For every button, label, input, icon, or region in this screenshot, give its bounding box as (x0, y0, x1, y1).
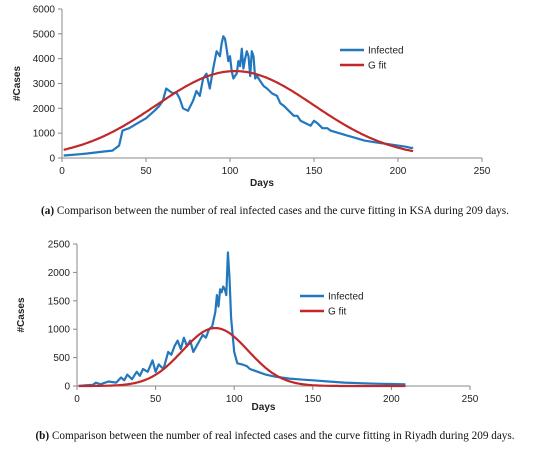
y-axis-title: #Cases (12, 66, 23, 101)
y-axis-title: #Cases (16, 297, 27, 332)
y-tick-label: 500 (53, 353, 70, 364)
legend-label: Infected (368, 46, 404, 57)
x-tick-label: 200 (383, 394, 400, 405)
chart-panel-b: 0 500 1000 1500 2000 2500 0 50 100 150 200 250 Days #… (0, 230, 550, 425)
x-tick-label: 0 (74, 394, 80, 405)
x-tick-label: 50 (140, 166, 152, 177)
chart-a: 0 1000 2000 3000 4000 5000 6000 0 50 100 150 200 250… (12, 5, 491, 190)
series-line-gfit (63, 70, 414, 153)
x-tick-label: 0 (59, 166, 65, 177)
y-tick-label: 0 (64, 382, 70, 393)
legend-label: G fit (368, 61, 387, 72)
y-tick-label: 1500 (48, 296, 71, 307)
x-tick-label: 150 (304, 394, 321, 405)
legend-label: Infected (328, 292, 364, 303)
chart-b: 0 500 1000 1500 2000 2500 0 50 100 150 200 250 Days #… (16, 240, 479, 414)
y-tick-label: 2000 (48, 268, 71, 279)
x-tick-label: 200 (390, 166, 407, 177)
y-tick-label: 1000 (33, 129, 56, 140)
caption-b: (b) Comparison between the number of rea… (0, 430, 550, 442)
y-tick-label: 2000 (33, 104, 56, 115)
series-line-gfit (78, 327, 406, 388)
y-tick-label: 1000 (48, 325, 71, 336)
x-tick-label: 250 (474, 166, 491, 177)
caption-a-label: (a) (41, 205, 55, 217)
caption-b-text: Comparison between the number of real in… (49, 430, 515, 442)
caption-b-label: (b) (35, 430, 50, 442)
caption-a-text: Comparison between the number of real in… (54, 205, 509, 217)
caption-a: (a) Comparison between the number of rea… (0, 205, 550, 217)
x-tick-label: 150 (306, 166, 323, 177)
x-axis-title: Days (250, 178, 274, 189)
x-axis-title: Days (252, 402, 276, 413)
chart-panel-a: 0 1000 2000 3000 4000 5000 6000 0 50 100 150 200 250… (0, 0, 550, 200)
series-line-infected (63, 35, 414, 157)
series-line-infected (78, 251, 406, 388)
legend-label: G fit (328, 307, 347, 318)
y-tick-label: 0 (49, 154, 55, 165)
y-tick-label: 2500 (48, 240, 71, 251)
y-tick-label: 5000 (33, 29, 56, 40)
x-tick-label: 100 (222, 166, 239, 177)
x-tick-label: 50 (150, 394, 162, 405)
y-tick-label: 6000 (33, 5, 56, 16)
x-tick-label: 250 (462, 394, 479, 405)
x-tick-label: 100 (226, 394, 243, 405)
y-tick-label: 4000 (33, 54, 56, 65)
y-tick-label: 3000 (33, 79, 56, 90)
